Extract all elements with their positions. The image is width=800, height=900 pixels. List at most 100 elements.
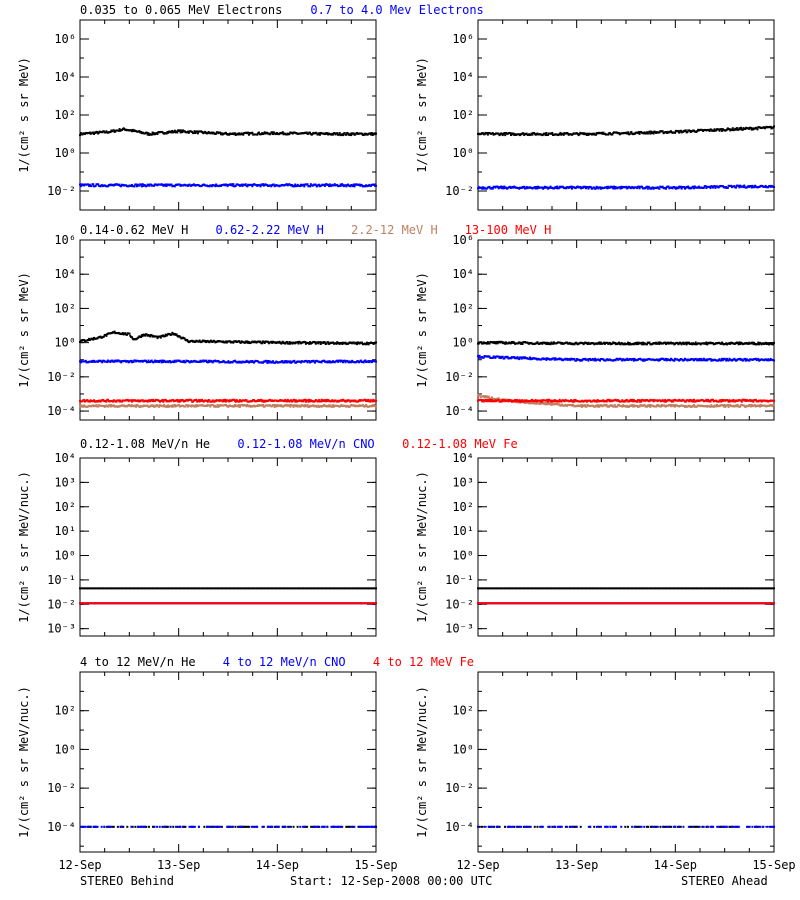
- data-point: [552, 400, 555, 403]
- data-point: [129, 334, 132, 337]
- data-point: [541, 186, 544, 189]
- data-point: [164, 333, 167, 336]
- data-point: [570, 187, 573, 190]
- data-point: [105, 400, 108, 403]
- data-point: [239, 341, 242, 344]
- data-point: [93, 587, 96, 590]
- data-point: [112, 129, 115, 132]
- data-point: [633, 357, 636, 360]
- data-point: [79, 134, 81, 137]
- data-point: [200, 399, 203, 402]
- data-point: [611, 185, 614, 188]
- data-point: [715, 405, 718, 408]
- data-point: [131, 128, 134, 131]
- data-point: [656, 186, 659, 189]
- data-point: [729, 342, 732, 345]
- data-point: [337, 587, 340, 590]
- data-point: [112, 404, 115, 407]
- data-point: [589, 186, 592, 189]
- data-point: [273, 405, 276, 408]
- data-point: [658, 187, 661, 190]
- data-point: [313, 360, 316, 363]
- data-point: [282, 361, 285, 364]
- data-point: [512, 186, 515, 189]
- data-point: [592, 342, 595, 345]
- data-point: [307, 132, 310, 135]
- data-point: [230, 183, 233, 186]
- data-point: [758, 405, 761, 408]
- data-point: [171, 129, 174, 132]
- data-point: [666, 341, 669, 344]
- data-point: [173, 403, 176, 406]
- data-point: [501, 134, 504, 137]
- data-point: [99, 335, 102, 338]
- data-point: [480, 398, 483, 401]
- data-point: [631, 398, 634, 401]
- data-point: [642, 358, 645, 361]
- data-point: [728, 399, 731, 402]
- data-point: [262, 399, 265, 402]
- data-point: [338, 587, 341, 590]
- data-point: [717, 400, 720, 403]
- data-point: [756, 343, 759, 346]
- data-point: [214, 587, 217, 590]
- data-point: [206, 587, 209, 590]
- data-point: [309, 400, 312, 403]
- data-point: [344, 361, 347, 364]
- data-point: [299, 405, 302, 408]
- data-point: [335, 342, 338, 345]
- data-point: [293, 398, 296, 401]
- data-point: [191, 587, 194, 590]
- data-point: [528, 356, 531, 359]
- data-point: [697, 358, 700, 361]
- data-point: [543, 185, 546, 188]
- data-point: [358, 587, 361, 590]
- data-point: [105, 334, 108, 337]
- data-point: [208, 341, 211, 344]
- y-tick-label: 10⁴: [54, 451, 76, 465]
- data-point: [153, 184, 156, 187]
- data-point: [273, 587, 276, 590]
- data-point: [669, 404, 672, 407]
- data-point: [685, 343, 688, 346]
- data-point: [477, 342, 480, 345]
- data-point: [240, 183, 243, 186]
- data-point: [200, 587, 203, 590]
- data-point: [270, 340, 273, 343]
- data-point: [147, 359, 150, 362]
- data-point: [725, 359, 728, 362]
- data-point: [219, 587, 222, 590]
- data-point: [516, 399, 519, 402]
- data-point: [751, 127, 754, 130]
- data-point: [708, 130, 711, 133]
- data-point: [657, 341, 660, 344]
- data-point: [648, 400, 651, 403]
- data-point: [259, 340, 262, 343]
- data-point: [506, 400, 509, 403]
- data-point: [354, 399, 357, 402]
- data-point: [360, 132, 363, 135]
- data-point: [324, 587, 327, 590]
- data-point: [119, 399, 122, 402]
- data-point: [277, 587, 280, 590]
- data-point: [546, 398, 549, 401]
- data-point: [326, 132, 329, 135]
- data-point: [323, 359, 326, 362]
- data-point: [198, 360, 201, 363]
- data-point: [99, 400, 102, 403]
- data-point: [88, 184, 91, 187]
- data-point: [612, 187, 615, 190]
- data-point: [264, 587, 267, 590]
- data-point: [737, 343, 740, 346]
- data-point: [754, 357, 757, 360]
- data-point: [611, 342, 614, 345]
- data-point: [544, 134, 547, 137]
- data-point: [224, 404, 227, 407]
- data-point: [545, 131, 548, 134]
- y-tick-label: 10⁻⁴: [47, 404, 76, 418]
- data-point: [296, 341, 299, 344]
- data-point: [92, 131, 95, 134]
- data-point: [130, 361, 133, 364]
- data-point: [216, 403, 219, 406]
- data-point: [347, 587, 350, 590]
